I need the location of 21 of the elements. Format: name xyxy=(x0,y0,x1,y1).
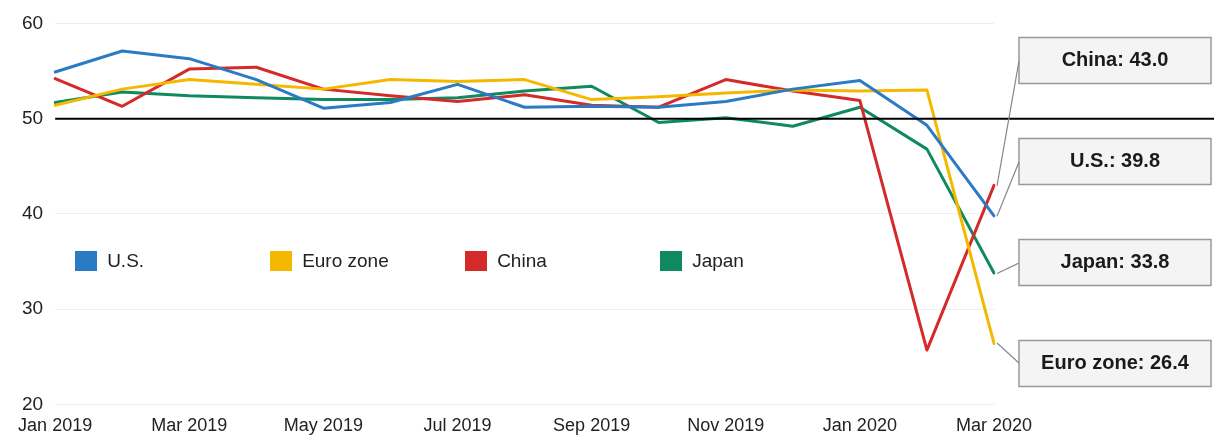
x-tick-label: Jan 2020 xyxy=(822,415,897,436)
legend-label: China xyxy=(497,249,547,272)
x-tick-label: May 2019 xyxy=(283,415,363,436)
text: China: 43.0 xyxy=(1061,48,1169,71)
x-tick-label: Jan 2019 xyxy=(18,415,93,436)
text: Euro zone: 26.4 xyxy=(1041,351,1190,374)
y-tick-label: 40 xyxy=(21,202,44,224)
x-tick-label: Nov 2019 xyxy=(687,415,765,436)
y-tick-label: 50 xyxy=(21,106,44,128)
x-tick-label: Mar 2019 xyxy=(151,415,228,436)
legend-label: Japan xyxy=(692,249,744,272)
x-tick-label: Sep 2019 xyxy=(553,415,631,436)
x-tick-label: Jul 2019 xyxy=(423,415,492,436)
text: U.S.: 39.8 xyxy=(1069,149,1161,172)
text: Japan: 33.8 xyxy=(1060,250,1170,273)
x-tick-label: Mar 2020 xyxy=(955,415,1033,436)
y-tick-label: 20 xyxy=(21,392,44,414)
y-tick-label: 30 xyxy=(21,297,44,319)
legend-label: Euro zone xyxy=(302,249,389,272)
y-tick-label: 60 xyxy=(21,11,44,33)
legend-label: U.S. xyxy=(107,249,145,272)
